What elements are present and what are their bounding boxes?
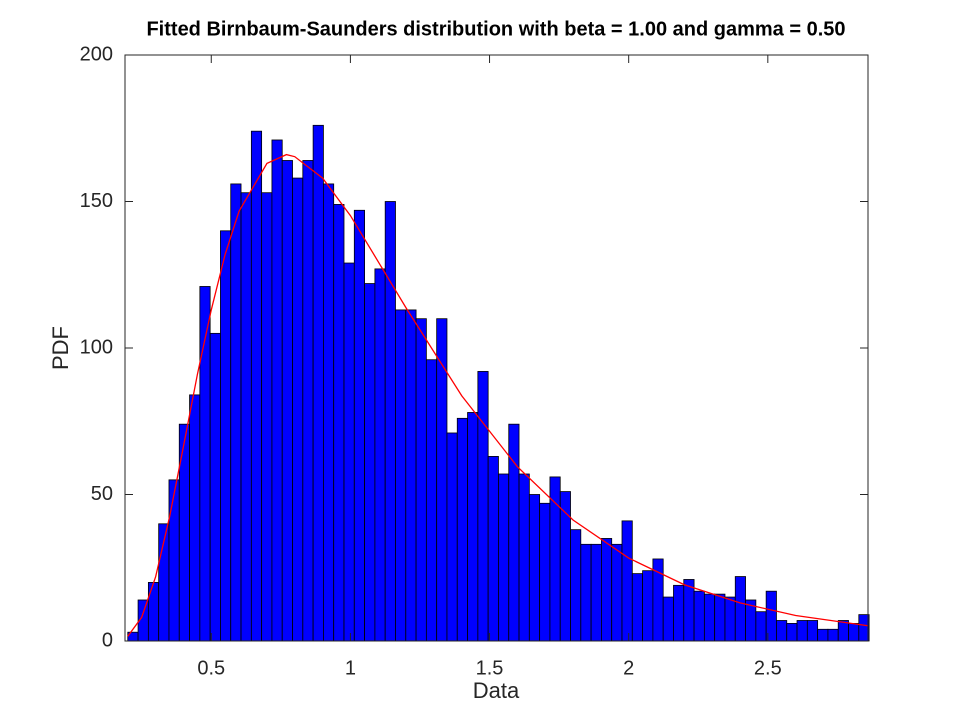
- bar: [312, 124, 324, 642]
- bar: [467, 412, 479, 642]
- bar: [168, 479, 180, 642]
- bar: [425, 359, 438, 642]
- y-tick-label: 100: [80, 336, 113, 358]
- chart-title: Fitted Birnbaum-Saunders distribution wi…: [146, 18, 845, 40]
- bar: [724, 596, 736, 642]
- bar: [714, 593, 726, 642]
- bar: [611, 543, 623, 642]
- bar: [220, 230, 232, 642]
- bar: [559, 491, 571, 642]
- bar: [642, 570, 654, 642]
- bar: [498, 473, 510, 642]
- bar: [528, 494, 541, 642]
- bar: [693, 590, 705, 642]
- bar: [353, 209, 365, 642]
- bar: [405, 309, 417, 642]
- y-tick-label: 0: [102, 629, 113, 651]
- y-tick-label: 200: [80, 43, 113, 65]
- bar: [837, 620, 849, 642]
- x-axis-label: Data: [473, 678, 520, 703]
- bar: [250, 130, 263, 642]
- bar: [786, 623, 798, 642]
- bar: [240, 192, 252, 642]
- x-tick-label: 2: [623, 657, 634, 679]
- bar: [734, 576, 746, 642]
- bar: [436, 318, 448, 642]
- bar: [827, 628, 839, 642]
- bar: [415, 318, 427, 642]
- bar: [323, 183, 335, 642]
- bar: [384, 201, 396, 642]
- bar: [477, 371, 489, 642]
- x-tick-label: 1: [345, 657, 356, 679]
- bar: [271, 139, 283, 642]
- y-tick-label: 50: [91, 483, 113, 505]
- bar: [230, 183, 242, 642]
- bar: [549, 476, 561, 642]
- bar: [806, 620, 819, 642]
- bar: [147, 582, 160, 642]
- x-tick-label: 0.5: [197, 657, 225, 679]
- bar: [570, 529, 582, 642]
- bar: [374, 268, 386, 642]
- bar: [817, 628, 829, 642]
- bar: [261, 192, 273, 642]
- x-tick-label: 1.5: [476, 657, 504, 679]
- bar: [189, 394, 201, 642]
- bar: [580, 543, 592, 642]
- bar: [395, 309, 407, 642]
- bar: [446, 432, 458, 642]
- bar: [518, 473, 530, 642]
- bar: [539, 502, 551, 642]
- bar: [683, 579, 695, 642]
- bar: [703, 593, 716, 642]
- bar: [209, 332, 221, 642]
- bar: [755, 611, 767, 642]
- bar: [281, 160, 293, 642]
- bar: [487, 456, 499, 642]
- bar: [292, 177, 304, 642]
- bar: [848, 623, 860, 642]
- bar: [601, 538, 613, 642]
- bar: [662, 596, 674, 642]
- fit-curve: [127, 153, 869, 637]
- y-axis-label: PDF: [48, 326, 73, 370]
- bar: [776, 620, 788, 642]
- y-tick-label: 150: [80, 190, 113, 212]
- bar: [631, 573, 643, 642]
- x-tick-label: 2.5: [754, 657, 782, 679]
- bar: [590, 543, 602, 642]
- bar: [333, 204, 345, 642]
- bar: [302, 160, 314, 642]
- bar: [364, 283, 376, 642]
- bar: [796, 620, 808, 642]
- bar: [621, 520, 633, 642]
- bar: [673, 584, 685, 642]
- bar: [343, 262, 355, 642]
- bar: [652, 558, 664, 642]
- bar: [456, 417, 468, 642]
